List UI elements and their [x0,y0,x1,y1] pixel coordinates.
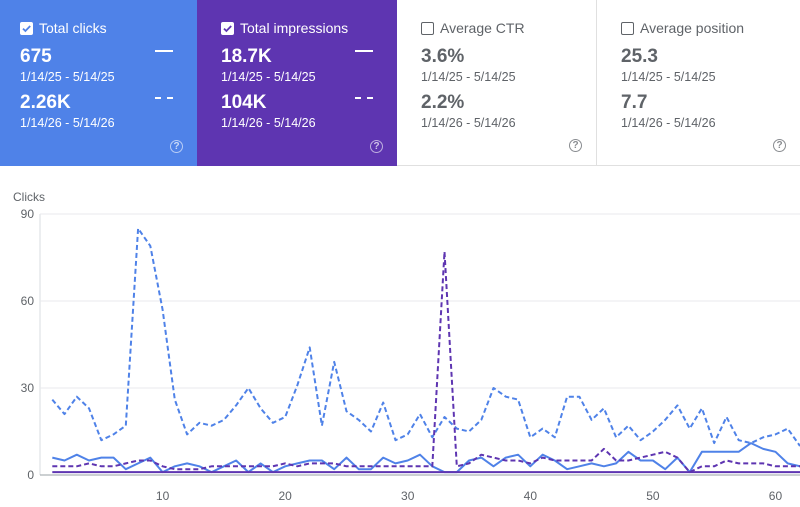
total-clicks-card[interactable]: Total clicks 675 1/14/25 - 5/14/25 2.26K… [0,0,197,166]
x-tick-label: 30 [401,489,415,502]
card-header: Average CTR [421,19,596,37]
x-tick-label: 60 [769,489,783,502]
dashed-line-legend-icon [155,97,173,99]
metric-cards: Total clicks 675 1/14/25 - 5/14/25 2.26K… [0,0,800,166]
card-value-previous: 2.26K [20,92,71,113]
card-label: Average position [640,20,745,36]
card-label: Average CTR [440,20,525,36]
checkbox-unchecked-icon[interactable] [621,21,634,35]
chart-lines [51,227,800,474]
checkbox-checked-icon[interactable] [221,21,234,35]
series-line-clicks-previous [52,442,800,474]
help-icon[interactable]: ? [370,140,383,153]
card-value-previous: 7.7 [621,92,648,113]
series-line-impressions-current [52,250,800,474]
card-header: Total clicks [20,19,197,37]
y-tick-label: 0 [27,468,34,482]
checkbox-checked-icon[interactable] [20,21,33,35]
series-line-clicks-current [51,227,800,447]
dashed-line-legend-icon [355,97,373,99]
card-range-previous: 1/14/26 - 5/14/26 [421,116,516,130]
card-label: Total impressions [240,20,349,36]
card-header: Total impressions [221,19,397,37]
card-value-current: 3.6% [421,46,465,67]
solid-line-legend-icon [155,50,173,52]
help-icon[interactable]: ? [569,139,582,152]
help-icon[interactable]: ? [170,140,183,153]
card-value-current: 18.7K [221,46,272,67]
card-range-current: 1/14/25 - 5/14/25 [20,70,115,84]
performance-chart[interactable]: Clicks 0 30 60 90 10 20 30 40 50 60 [0,166,800,503]
solid-line-legend-icon [355,50,373,52]
chart-svg: Clicks 0 30 60 90 10 20 30 40 50 60 [13,190,800,503]
checkbox-unchecked-icon[interactable] [421,21,434,35]
x-tick-label: 20 [278,489,292,502]
card-value-current: 675 [20,46,52,67]
average-position-card[interactable]: Average position 25.3 1/14/25 - 5/14/25 … [597,0,800,166]
card-header: Average position [621,19,800,37]
card-value-previous: 104K [221,92,267,113]
help-icon[interactable]: ? [773,139,786,152]
card-range-previous: 1/14/26 - 5/14/26 [20,116,115,130]
x-tick-label: 10 [156,489,170,502]
average-ctr-card[interactable]: Average CTR 3.6% 1/14/25 - 5/14/25 2.2% … [397,0,597,166]
card-range-previous: 1/14/26 - 5/14/26 [221,116,316,130]
total-impressions-card[interactable]: Total impressions 18.7K 1/14/25 - 5/14/2… [197,0,397,166]
y-axis-label: Clicks [13,190,45,204]
card-value-previous: 2.2% [421,92,465,113]
x-tick-label: 40 [524,489,538,502]
card-value-current: 25.3 [621,46,658,67]
card-range-previous: 1/14/26 - 5/14/26 [621,116,716,130]
chart-grid [39,213,800,476]
y-ticks: 0 30 60 90 [21,207,35,482]
card-range-current: 1/14/25 - 5/14/25 [621,70,716,84]
y-tick-label: 30 [21,381,35,395]
card-label: Total clicks [39,20,107,36]
x-tick-label: 50 [646,489,660,502]
y-tick-label: 60 [21,294,35,308]
y-tick-label: 90 [21,207,35,221]
card-range-current: 1/14/25 - 5/14/25 [421,70,516,84]
x-ticks: 10 20 30 40 50 60 [156,489,783,503]
card-range-current: 1/14/25 - 5/14/25 [221,70,316,84]
